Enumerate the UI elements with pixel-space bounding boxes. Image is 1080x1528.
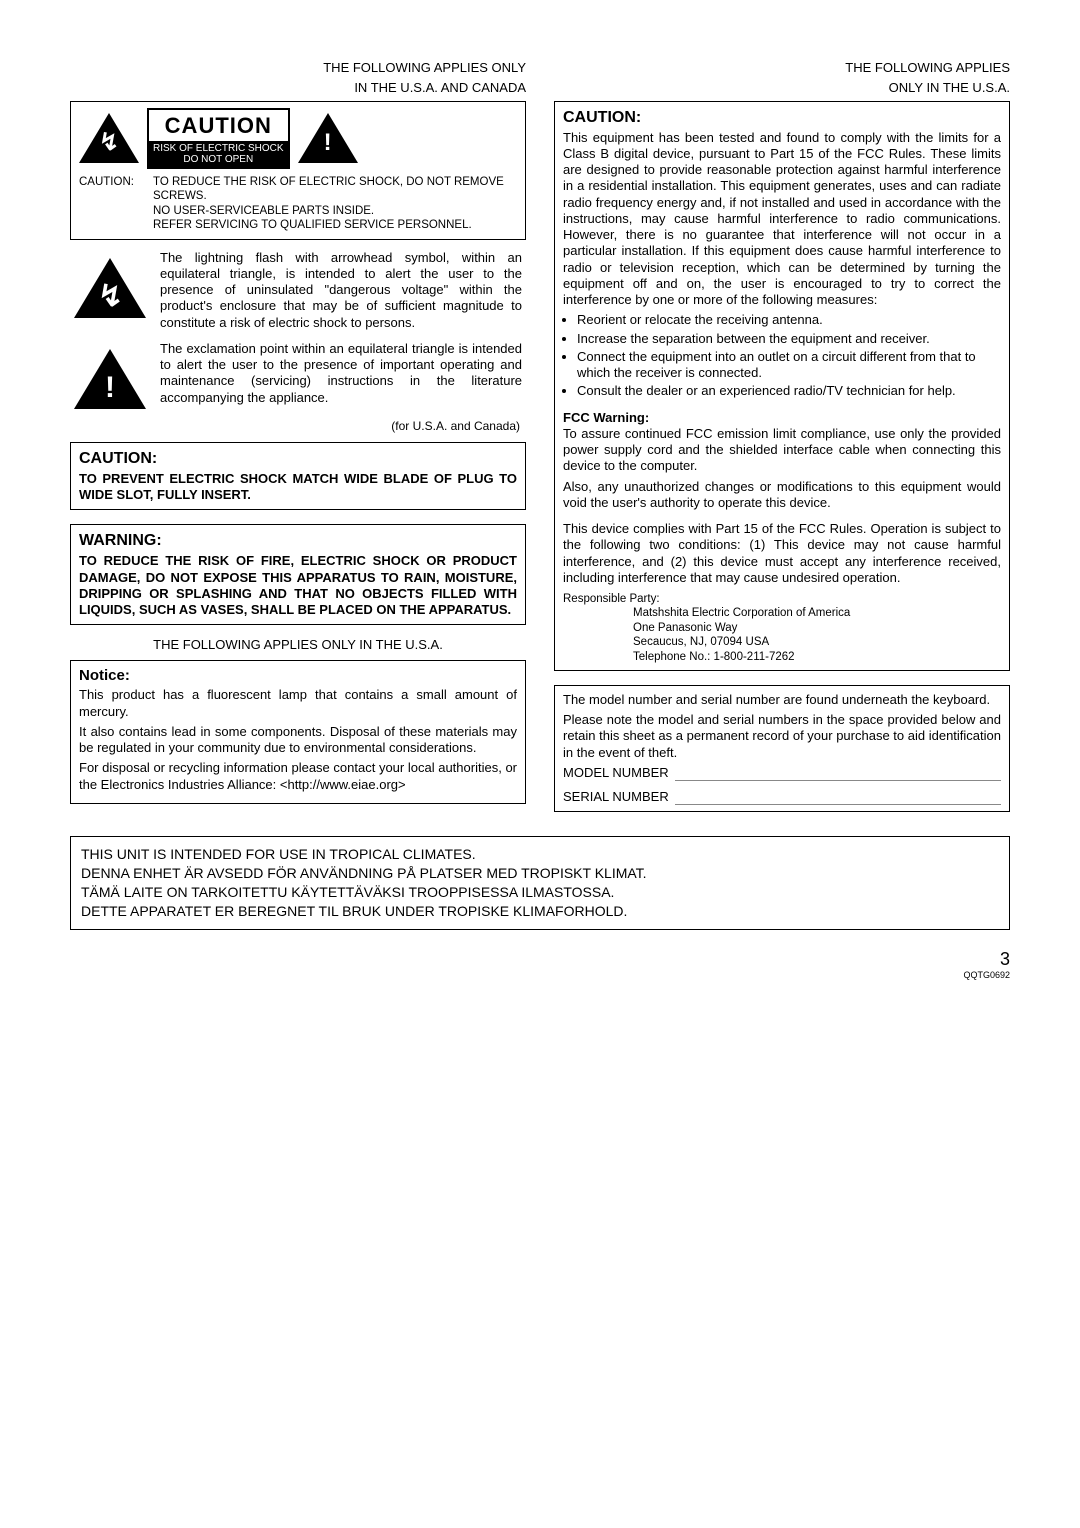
fcc-caution-box: CAUTION: This equipment has been tested … xyxy=(554,101,1010,671)
right-header-2: ONLY IN THE U.S.A. xyxy=(554,80,1010,96)
caution-badge: CAUTION RISK OF ELECTRIC SHOCK DO NOT OP… xyxy=(147,108,290,170)
notice-p2: It also contains lead in some components… xyxy=(79,724,517,757)
fcc-w3: This device complies with Part 15 of the… xyxy=(563,521,1001,586)
resp-1: Matshshita Electric Corporation of Ameri… xyxy=(563,606,1001,620)
resp-title: Responsible Party: xyxy=(563,592,1001,606)
left-header-1: THE FOLLOWING APPLIES ONLY xyxy=(70,60,526,76)
resp-4: Telephone No.: 1-800-211-7262 xyxy=(563,650,1001,664)
fcc-w1: To assure continued FCC emission limit c… xyxy=(563,426,1001,475)
notice-p1: This product has a fluorescent lamp that… xyxy=(79,687,517,720)
exclamation-icon: ! xyxy=(74,349,146,409)
right-header-1: THE FOLLOWING APPLIES xyxy=(554,60,1010,76)
fcc-p1: This equipment has been tested and found… xyxy=(563,130,1001,309)
right-column: THE FOLLOWING APPLIES ONLY IN THE U.S.A.… xyxy=(554,60,1010,822)
fcc-warning-title: FCC Warning: xyxy=(563,410,1001,426)
fcc-w2: Also, any unauthorized changes or modifi… xyxy=(563,479,1001,512)
fcc-b4: Consult the dealer or an experienced rad… xyxy=(577,383,1001,399)
left-column: THE FOLLOWING APPLIES ONLY IN THE U.S.A.… xyxy=(70,60,526,822)
exclamation-text: The exclamation point within an equilate… xyxy=(160,341,522,406)
tropical-l2: DENNA ENHET ÄR AVSEDD FÖR ANVÄNDNING PÅ … xyxy=(81,864,999,883)
notice-header: THE FOLLOWING APPLIES ONLY IN THE U.S.A. xyxy=(70,637,526,653)
responsible-party: Responsible Party: Matshshita Electric C… xyxy=(563,592,1001,664)
model-label: MODEL NUMBER xyxy=(563,765,669,781)
resp-2: One Panasonic Way xyxy=(563,621,1001,635)
fcc-measures-list: Reorient or relocate the receiving anten… xyxy=(563,312,1001,399)
fcc-b2: Increase the separation between the equi… xyxy=(577,331,1001,347)
tropical-l3: TÄMÄ LAITE ON TARKOITETTU KÄYTETTÄVÄKSI … xyxy=(81,883,999,902)
resp-3: Secaucus, NJ, 07094 USA xyxy=(563,635,1001,649)
doc-code: QQTG0692 xyxy=(70,970,1010,981)
warning-box: WARNING: TO REDUCE THE RISK OF FIRE, ELE… xyxy=(70,524,526,625)
lightning-triangle-icon: ↯ xyxy=(79,113,139,163)
caution-plug-box: CAUTION: TO PREVENT ELECTRIC SHOCK MATCH… xyxy=(70,442,526,511)
serial-number-field[interactable] xyxy=(675,789,1001,805)
warning-body: TO REDUCE THE RISK OF FIRE, ELECTRIC SHO… xyxy=(79,553,517,618)
caution-badge-sub2: DO NOT OPEN xyxy=(153,154,284,165)
page-number: 3 xyxy=(70,948,1010,971)
fcc-b3: Connect the equipment into an outlet on … xyxy=(577,349,1001,382)
fcc-caution-title: CAUTION: xyxy=(563,108,1001,128)
caution-body: TO REDUCE THE RISK OF ELECTRIC SHOCK, DO… xyxy=(153,175,517,233)
caution-badge-title: CAUTION xyxy=(149,110,288,142)
tropical-climate-box: THIS UNIT IS INTENDED FOR USE IN TROPICA… xyxy=(70,836,1010,930)
left-header-2: IN THE U.S.A. AND CANADA xyxy=(70,80,526,96)
caution-symbol-box: ↯ CAUTION RISK OF ELECTRIC SHOCK DO NOT … xyxy=(70,101,526,240)
model-number-field[interactable] xyxy=(675,765,1001,781)
notice-box: Notice: This product has a fluorescent l… xyxy=(70,660,526,804)
exclamation-triangle-icon: ! xyxy=(298,113,358,163)
page-footer: 3 QQTG0692 xyxy=(70,948,1010,982)
for-location: (for U.S.A. and Canada) xyxy=(70,419,520,434)
caution-badge-sub1: RISK OF ELECTRIC SHOCK xyxy=(153,143,284,154)
notice-p3: For disposal or recycling information pl… xyxy=(79,760,517,793)
lightning-icon: ↯ xyxy=(74,258,146,318)
tropical-l4: DETTE APPARATET ER BEREGNET TIL BRUK UND… xyxy=(81,902,999,921)
lightning-text: The lightning flash with arrowhead symbo… xyxy=(160,250,522,331)
serial-label: SERIAL NUMBER xyxy=(563,789,669,805)
caution2-body: TO PREVENT ELECTRIC SHOCK MATCH WIDE BLA… xyxy=(79,471,517,504)
caution2-title: CAUTION: xyxy=(79,449,517,469)
serial-p1: The model number and serial number are f… xyxy=(563,692,1001,708)
warning-title: WARNING: xyxy=(79,531,517,551)
fcc-b1: Reorient or relocate the receiving anten… xyxy=(577,312,1001,328)
notice-title: Notice: xyxy=(79,667,517,686)
lightning-explanation: ↯ The lightning flash with arrowhead sym… xyxy=(74,250,522,331)
exclamation-explanation: ! The exclamation point within an equila… xyxy=(74,341,522,409)
caution-label: CAUTION: xyxy=(79,175,147,233)
serial-p2: Please note the model and serial numbers… xyxy=(563,712,1001,761)
serial-box: The model number and serial number are f… xyxy=(554,685,1010,813)
tropical-l1: THIS UNIT IS INTENDED FOR USE IN TROPICA… xyxy=(81,845,999,864)
